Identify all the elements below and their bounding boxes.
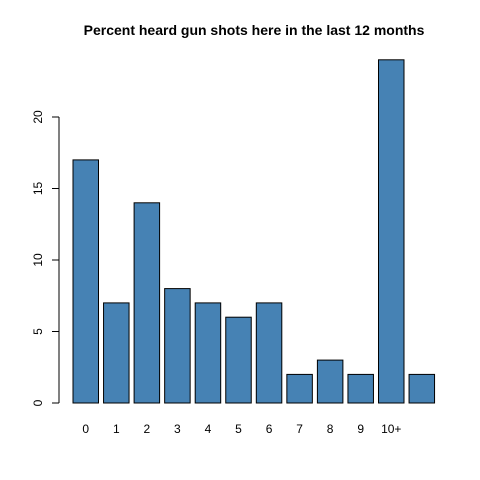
bar	[316, 359, 344, 404]
x-tick-label: 9	[357, 422, 364, 436]
y-tick-label: 10	[31, 253, 45, 267]
bar	[347, 373, 374, 404]
y-tick-label: 15	[31, 182, 45, 196]
bar	[103, 302, 130, 404]
x-tick-label: 1	[113, 422, 120, 436]
x-tick-label: 2	[144, 422, 151, 436]
bar	[378, 59, 405, 404]
bar	[164, 288, 191, 404]
chart-title: Percent heard gun shots here in the last…	[84, 22, 425, 38]
x-tick-label: 6	[266, 422, 273, 436]
bars-group	[72, 59, 436, 404]
x-axis-labels: 0 1 2 3 4 5 6 7 8 9 10+	[82, 422, 401, 436]
x-tick-label: 8	[327, 422, 334, 436]
x-tick-label: 7	[296, 422, 303, 436]
y-axis: 0 5 10 15 20	[31, 110, 59, 406]
y-tick-label: 20	[31, 110, 45, 124]
bar	[133, 202, 161, 404]
bar	[194, 302, 222, 404]
bar	[225, 316, 252, 404]
bar	[408, 373, 436, 404]
x-tick-label: 10+	[381, 422, 401, 436]
x-tick-label: 4	[205, 422, 212, 436]
x-tick-label: 5	[235, 422, 242, 436]
x-tick-label: 3	[174, 422, 181, 436]
x-tick-label: 0	[82, 422, 89, 436]
bar	[255, 302, 283, 404]
bar	[286, 373, 313, 404]
y-tick-label: 0	[31, 399, 45, 406]
y-tick-label: 5	[31, 328, 45, 335]
bar	[72, 159, 99, 404]
